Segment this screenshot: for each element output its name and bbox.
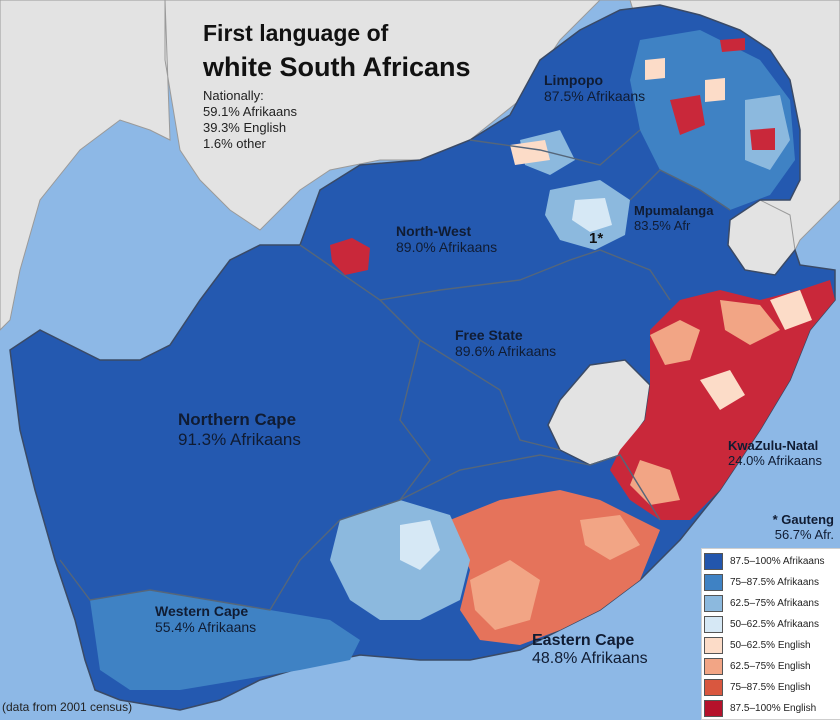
legend-swatch <box>704 574 723 591</box>
legend-item: 50–62.5% English <box>704 635 840 656</box>
national-english: 39.3% English <box>203 120 287 135</box>
national-summary: Nationally: 59.1% Afrikaans 39.3% Englis… <box>203 88 297 152</box>
legend-swatch <box>704 700 723 717</box>
legend-swatch <box>704 637 723 654</box>
legend-label: 87.5–100% English <box>730 703 817 714</box>
legend-label: 62.5–75% Afrikaans <box>730 598 819 609</box>
northeast-mixed-blue <box>630 30 795 210</box>
label-free-state: Free State 89.6% Afrikaans <box>455 327 556 359</box>
national-afrikaans: 59.1% Afrikaans <box>203 104 297 119</box>
western-cape-value: 55.4% Afrikaans <box>155 619 257 635</box>
legend: 87.5–100% Afrikaans 75–87.5% Afrikaans 6… <box>701 548 840 720</box>
label-gauteng: * Gauteng 56.7% Afr. <box>742 512 834 542</box>
legend-label: 75–87.5% Afrikaans <box>730 577 819 588</box>
national-other: 1.6% other <box>203 136 266 151</box>
label-limpopo: Limpopo 87.5% Afrikaans <box>544 72 645 104</box>
legend-label: 87.5–100% Afrikaans <box>730 556 825 567</box>
border-eastern-cape <box>399 454 661 521</box>
northeast-pink-patches <box>510 58 725 165</box>
legend-item: 75–87.5% English <box>704 677 840 698</box>
free-state-value: 89.6% Afrikaans <box>455 343 557 359</box>
north-west-name: North-West <box>396 223 472 239</box>
legend-label: 62.5–75% English <box>730 661 811 672</box>
limpopo-name: Limpopo <box>544 72 604 88</box>
legend-item: 87.5–100% Afrikaans <box>704 551 840 572</box>
legend-item: 87.5–100% English <box>704 698 840 719</box>
legend-item: 62.5–75% Afrikaans <box>704 593 840 614</box>
eastern-cape-name: Eastern Cape <box>532 632 635 649</box>
legend-swatch <box>704 595 723 612</box>
label-eastern-cape: Eastern Cape 48.8% Afrikaans <box>532 632 648 668</box>
north-west-value: 89.0% Afrikaans <box>396 239 498 255</box>
legend-item: 62.5–75% English <box>704 656 840 677</box>
gauteng-value: 56.7% Afr. <box>774 527 834 542</box>
legend-label: 50–62.5% English <box>730 640 811 651</box>
province-borders <box>59 129 731 611</box>
kwazulu-natal-name: KwaZulu-Natal <box>728 438 819 453</box>
label-northern-cape: Northern Cape 91.3% Afrikaans <box>178 410 301 450</box>
mpumalanga-value: 83.5% Afr <box>634 218 691 233</box>
border-mpumalanga <box>629 169 731 211</box>
limpopo-value: 87.5% Afrikaans <box>544 88 646 104</box>
map-title-line1: First language of <box>203 20 389 46</box>
legend-swatch <box>704 679 723 696</box>
eastern-cape-value: 48.8% Afrikaans <box>532 650 648 667</box>
legend-label: 50–62.5% Afrikaans <box>730 619 819 630</box>
border-northern-cape <box>59 244 431 611</box>
legend-swatch <box>704 658 723 675</box>
northern-cape-name: Northern Cape <box>178 410 297 429</box>
gauteng-name: * Gauteng <box>772 512 834 527</box>
label-western-cape: Western Cape 55.4% Afrikaans <box>155 603 256 635</box>
label-kwazulu-natal: KwaZulu-Natal 24.0% Afrikaans <box>728 438 822 468</box>
eastern-cape-light-region <box>470 515 640 630</box>
northeast-red-patches <box>670 38 775 150</box>
kwazulu-natal-value: 24.0% Afrikaans <box>728 453 822 468</box>
western-cape-name: Western Cape <box>155 603 249 619</box>
mpumalanga-name: Mpumalanga <box>634 203 714 218</box>
label-mpumalanga: Mpumalanga 83.5% Afr <box>634 203 713 233</box>
kzn-mixed-patches <box>630 300 780 505</box>
legend-item: 75–87.5% Afrikaans <box>704 572 840 593</box>
northeast-light-blue <box>520 95 790 175</box>
border-limpopo <box>469 129 641 166</box>
legend-label: 75–87.5% English <box>730 682 811 693</box>
border-northwest-freestate <box>379 249 671 301</box>
northern-cape-value: 91.3% Afrikaans <box>178 430 301 449</box>
legend-item: 50–62.5% Afrikaans <box>704 614 840 635</box>
border-freestate-east <box>419 339 561 451</box>
map-title-line2: white South Africans <box>203 52 471 82</box>
gauteng-light-patch <box>572 198 612 232</box>
kzn-light-patches <box>700 290 812 410</box>
footnote: (data from 2001 census) <box>2 700 133 714</box>
legend-swatch <box>704 553 723 570</box>
western-cape-mid-blue <box>90 590 360 690</box>
free-state-name: Free State <box>455 327 523 343</box>
northwest-red-enclave <box>330 238 370 275</box>
national-heading: Nationally: <box>203 88 264 103</box>
gauteng-marker: 1* <box>589 230 604 247</box>
eastern-cape-light-blue <box>400 520 440 570</box>
legend-swatch <box>704 616 723 633</box>
label-north-west: North-West 89.0% Afrikaans <box>396 223 497 255</box>
